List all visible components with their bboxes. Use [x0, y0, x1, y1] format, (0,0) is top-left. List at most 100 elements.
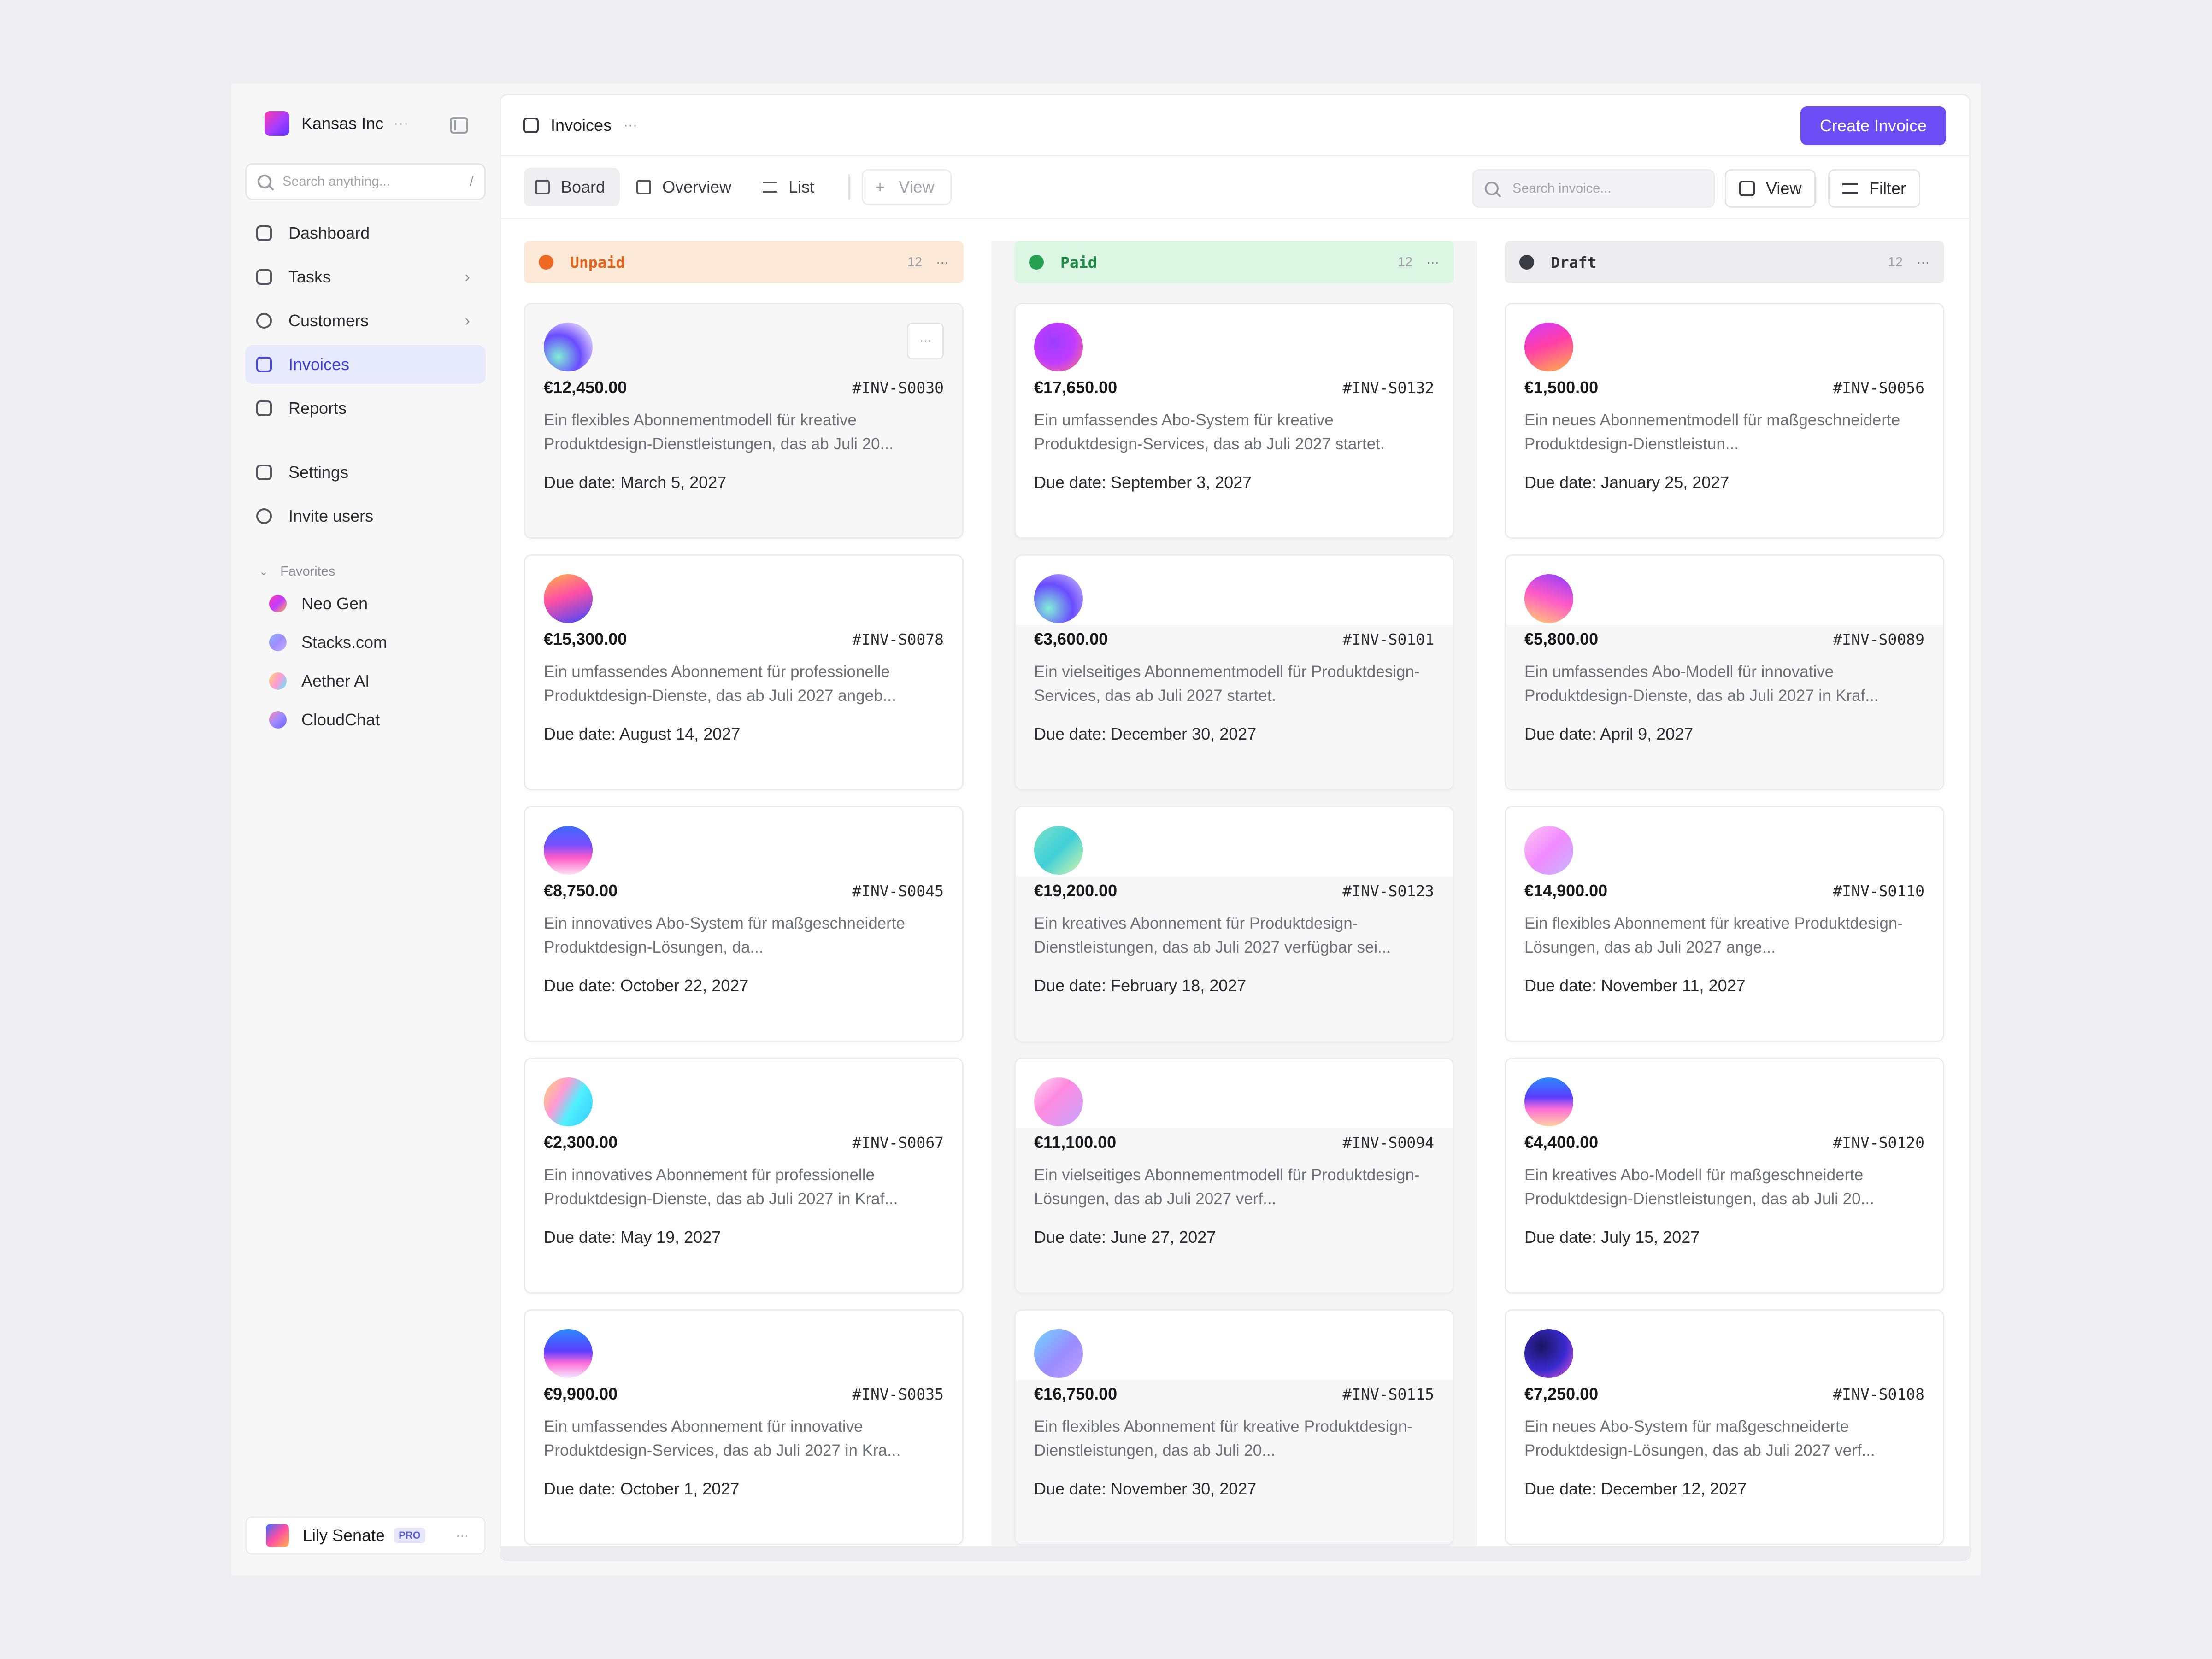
clock-icon — [539, 255, 553, 270]
invoice-card[interactable]: €9,900.00 #INV-S0035 Ein umfassendes Abonn… — [524, 1309, 964, 1545]
invoice-card[interactable]: €2,300.00 #INV-S0067 Ein innovatives Abonn… — [524, 1058, 964, 1294]
invoice-description: Ein umfassendes Abonnement für innovativ… — [544, 1418, 901, 1459]
sidebar-search-input[interactable]: Search anything... / — [245, 163, 486, 200]
invoice-due-date: Due date: February 18, 2027 — [1034, 976, 1247, 995]
kanban-board: Unpaid 12 ··· ··· €12,450.00 #INV-S0030 Ein fl… — [524, 241, 1946, 1560]
column-more-icon[interactable]: ··· — [1917, 255, 1930, 269]
invoice-card[interactable]: €17,650.00 #INV-S0132 Ein umfassendes Abo-… — [1014, 303, 1454, 539]
sidebar-item-dashboard[interactable]: Dashboard — [245, 214, 486, 253]
column-more-icon[interactable]: ··· — [1426, 255, 1439, 269]
invoice-description: Ein kreatives Abo-Modell für maßgeschnei… — [1524, 1166, 1874, 1208]
invoice-amount: €11,100.00 — [1034, 1133, 1117, 1152]
invoice-card[interactable]: €5,800.00 #INV-S0089 Ein umfassendes Abo-M… — [1505, 554, 1944, 790]
user-plus-icon — [256, 508, 272, 524]
favorite-item[interactable]: Stacks.com — [245, 623, 486, 662]
column-header: Draft 12 ··· — [1505, 241, 1944, 283]
invoice-search-input[interactable]: Search invoice... — [1472, 169, 1715, 208]
chevron-right-icon: › — [465, 268, 470, 286]
sidebar-item-settings[interactable]: Settings — [245, 453, 486, 492]
draft-icon — [1519, 255, 1534, 270]
add-view-label: View — [899, 177, 935, 196]
sidebar-toggle-icon[interactable] — [450, 117, 468, 134]
sidebar-item-invoices[interactable]: Invoices — [245, 345, 486, 384]
sidebar-item-invite-users[interactable]: Invite users — [245, 497, 486, 535]
invoice-card[interactable]: €14,900.00 #INV-S0110 Ein flexibles Abonne… — [1505, 806, 1944, 1042]
create-invoice-button[interactable]: Create Invoice — [1800, 106, 1946, 145]
invoice-card[interactable]: €1,500.00 #INV-S0056 Ein neues Abonnementm… — [1505, 303, 1944, 539]
avatar — [544, 1329, 593, 1378]
workspace-more-icon[interactable]: ··· — [394, 116, 409, 131]
home-icon — [256, 225, 272, 241]
search-icon — [258, 175, 271, 188]
card-header-row: €8,750.00 #INV-S0045 — [544, 881, 944, 900]
favorite-item[interactable]: CloudChat — [245, 700, 486, 739]
tab-board[interactable]: Board — [524, 167, 620, 206]
invoice-due-date: Due date: June 27, 2027 — [1034, 1228, 1216, 1247]
card-header-row: €12,450.00 #INV-S0030 — [544, 378, 944, 397]
column-more-icon[interactable]: ··· — [936, 255, 949, 269]
filter-label: Filter — [1869, 179, 1906, 198]
invoice-card[interactable]: €19,200.00 #INV-S0123 Ein kreatives Abonne… — [1014, 806, 1454, 1042]
favorite-label: CloudChat — [301, 710, 380, 729]
avatar — [544, 574, 593, 623]
invoice-description: Ein innovatives Abonnement für professio… — [544, 1166, 898, 1208]
invoice-due-date: Due date: January 25, 2027 — [1524, 473, 1730, 492]
invoice-amount: €5,800.00 — [1524, 629, 1599, 648]
sidebar-item-reports[interactable]: Reports — [245, 389, 486, 428]
invoice-card[interactable]: €7,250.00 #INV-S0108 Ein neues Abo-System … — [1505, 1309, 1944, 1545]
favorite-item[interactable]: Aether AI — [245, 662, 486, 700]
plus-icon: + — [875, 177, 885, 196]
tab-list[interactable]: List — [752, 168, 829, 206]
invoice-amount: €15,300.00 — [544, 629, 627, 648]
invoice-number: #INV-S0120 — [1833, 1134, 1924, 1152]
card-more-button[interactable]: ··· — [907, 323, 944, 359]
column-count: 12 — [1397, 254, 1412, 270]
invoice-number: #INV-S0078 — [852, 630, 944, 648]
view-button[interactable]: View — [1725, 169, 1816, 208]
invoice-card[interactable]: €11,100.00 #INV-S0094 Ein vielseitiges Abo… — [1014, 1058, 1454, 1294]
invoice-card[interactable]: €4,400.00 #INV-S0120 Ein kreatives Abo-Mod… — [1505, 1058, 1944, 1294]
invoice-card[interactable]: €8,750.00 #INV-S0045 Ein innovatives Abo-S… — [524, 806, 964, 1042]
invoice-amount: €16,750.00 — [1034, 1384, 1118, 1403]
card-header-row: €3,600.00 #INV-S0101 — [1034, 629, 1434, 649]
invoice-description: Ein vielseitiges Abonnementmodell für Pr… — [1034, 663, 1420, 705]
invoice-number: #INV-S0094 — [1342, 1134, 1434, 1152]
check-circle-icon — [1029, 255, 1044, 270]
favorites-toggle[interactable]: ⌄ Favorites — [245, 559, 486, 584]
invoice-description: Ein flexibles Abonnement für kreative Pr… — [1034, 1418, 1413, 1459]
tab-overview[interactable]: Overview — [625, 168, 746, 206]
favorite-item[interactable]: Neo Gen — [245, 584, 486, 623]
workspace-switcher[interactable]: Kansas Inc ··· — [245, 84, 486, 163]
user-profile[interactable]: Lily Senate PRO ··· — [245, 1516, 486, 1555]
page-more-icon[interactable]: ··· — [624, 117, 638, 133]
invoice-card[interactable]: €16,750.00 #INV-S0115 Ein flexibles Abonne… — [1014, 1309, 1454, 1545]
sidebar-item-customers[interactable]: Customers › — [245, 301, 486, 340]
card-header-row: €9,900.00 #INV-S0035 — [544, 1384, 944, 1404]
invoice-amount: €7,250.00 — [1524, 1384, 1599, 1403]
avatar — [1524, 574, 1573, 623]
user-name: Lily Senate — [303, 1526, 385, 1545]
favorite-label: Stacks.com — [301, 633, 388, 652]
invoice-card[interactable]: ··· €12,450.00 #INV-S0030 Ein flexibles Abo… — [524, 303, 964, 539]
avatar — [1034, 826, 1083, 875]
user-more-icon[interactable]: ··· — [456, 1528, 469, 1542]
invoice-description: Ein kreatives Abonnement für Produktdesi… — [1034, 914, 1391, 956]
invoice-description: Ein innovatives Abo-System für maßgeschn… — [544, 914, 905, 956]
avatar — [544, 1077, 593, 1126]
chevron-down-icon: ⌄ — [259, 565, 269, 578]
tab-label: List — [788, 177, 815, 196]
view-label: View — [1766, 179, 1802, 198]
sidebar-item-tasks[interactable]: Tasks › — [245, 258, 486, 296]
invoice-card[interactable]: €3,600.00 #INV-S0101 Ein vielseitiges Abon… — [1014, 554, 1454, 790]
card-header-row: €15,300.00 #INV-S0078 — [544, 629, 944, 649]
invoice-card[interactable]: €15,300.00 #INV-S0078 Ein umfassendes Abon… — [524, 554, 964, 790]
add-view-button[interactable]: + View — [862, 169, 952, 205]
grid-icon — [1739, 181, 1755, 196]
search-placeholder: Search anything... — [282, 174, 390, 189]
sidebar: Kansas Inc ··· Search anything... / Dash… — [231, 84, 500, 1575]
app-window: Kansas Inc ··· Search anything... / Dash… — [231, 84, 1981, 1575]
horizontal-scrollbar[interactable] — [501, 1546, 1969, 1560]
favorite-avatar — [269, 672, 287, 690]
sidebar-item-label: Settings — [288, 463, 349, 482]
filter-button[interactable]: Filter — [1828, 169, 1920, 208]
